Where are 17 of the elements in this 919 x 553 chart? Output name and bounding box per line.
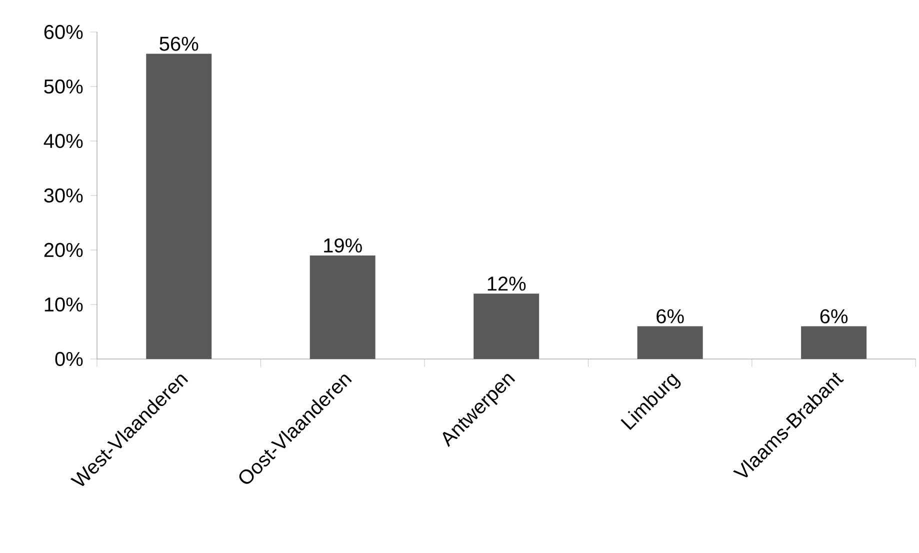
y-tick-label: 40%	[44, 134, 83, 148]
bar	[801, 326, 867, 359]
y-tick-label: 10%	[44, 297, 83, 312]
data-label: 6%	[820, 309, 848, 324]
data-label: 56%	[160, 36, 198, 51]
bar	[474, 294, 540, 359]
bar	[637, 326, 703, 359]
data-label: 6%	[656, 309, 684, 324]
y-tick-label: 0%	[55, 352, 83, 366]
data-label: 19%	[324, 238, 362, 253]
y-tick-label: 20%	[44, 242, 83, 258]
data-label: 12%	[488, 276, 526, 291]
y-tick-label: 30%	[44, 188, 83, 203]
y-tick-label: 50%	[44, 79, 83, 94]
y-tick-label: 60%	[44, 24, 83, 40]
bar	[146, 54, 212, 359]
bar	[310, 255, 376, 359]
